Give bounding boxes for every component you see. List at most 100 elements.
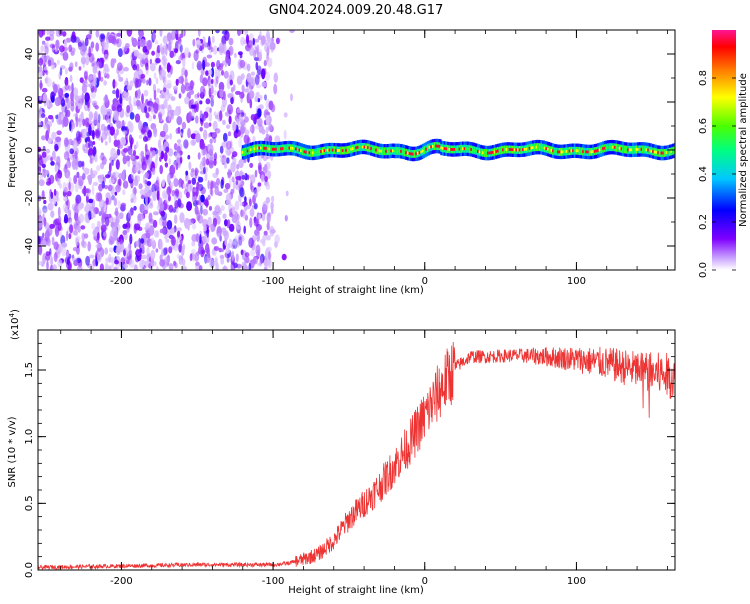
spectrogram-noise-cell bbox=[226, 140, 232, 150]
spectrogram-noise-cell bbox=[45, 232, 49, 239]
spectrogram-noise-cell bbox=[179, 150, 183, 157]
spectrogram-signal-cell bbox=[488, 151, 492, 155]
colorbar-ticks: 0.0 0.2 0.4 0.6 0.8 bbox=[698, 70, 736, 278]
spectrogram-noise-cell bbox=[153, 89, 157, 101]
spectrogram-noise-cell bbox=[230, 161, 236, 173]
spectrogram-noise-cell bbox=[190, 170, 195, 178]
spectrogram-noise-cell bbox=[68, 181, 71, 191]
spectrogram-noise-cell bbox=[253, 202, 258, 210]
spectrogram-noise-cell bbox=[176, 116, 183, 126]
spectrogram-noise-cell bbox=[170, 181, 174, 190]
spectrogram-noise-cell bbox=[40, 113, 46, 118]
spectrogram-noise-cell bbox=[123, 147, 128, 153]
spectrogram-noise-cell bbox=[89, 75, 95, 81]
spectrogram-noise-cell bbox=[167, 104, 172, 113]
spectrogram-signal-cell bbox=[376, 149, 380, 152]
spectrogram-signal-cell bbox=[475, 149, 479, 153]
spectrogram-noise-cell bbox=[47, 238, 51, 247]
spectrogram-signal-cell bbox=[425, 147, 429, 151]
spectrogram-noise-cell bbox=[264, 43, 270, 53]
spectrogram-noise-cell bbox=[72, 159, 76, 170]
spectrogram-noise-cell bbox=[199, 100, 203, 105]
spectrogram-signal-cell bbox=[480, 150, 484, 154]
spectrogram-signal-cell bbox=[477, 150, 480, 153]
spectrogram-noise-cell bbox=[43, 66, 48, 71]
spectrogram-noise-cell bbox=[212, 172, 219, 178]
spectrogram-noise-cell bbox=[162, 74, 167, 85]
spectrogram-noise-cell bbox=[233, 184, 237, 190]
spectrogram-noise-cell bbox=[103, 49, 109, 60]
spectrogram-noise-cell bbox=[114, 207, 119, 217]
colorbar-tick-label: 0.6 bbox=[698, 118, 709, 134]
spectrogram-noise-cell bbox=[209, 156, 214, 163]
spectrogram-noise-cell bbox=[222, 213, 227, 219]
spectrogram-noise-cell bbox=[176, 139, 182, 144]
spectrogram-signal-cell bbox=[295, 147, 299, 151]
spectrogram-signal-cell bbox=[371, 147, 375, 151]
spectrogram-noise-cell bbox=[89, 254, 95, 259]
spectrogram-noise-cell bbox=[166, 79, 172, 90]
spectrogram-noise-cell bbox=[129, 220, 132, 230]
spectrogram-noise-cell bbox=[212, 217, 218, 227]
spectrogram-noise-cell bbox=[209, 107, 212, 114]
x-tick-label: -100 bbox=[262, 576, 285, 587]
spectrogram-noise-cell bbox=[238, 236, 243, 246]
spectrogram-noise-cell bbox=[203, 122, 210, 129]
spectrogram-noise-cell bbox=[178, 191, 183, 200]
spectrogram-noise-cell bbox=[232, 121, 237, 132]
spectrogram-signal-cell bbox=[672, 149, 675, 153]
spectrogram-noise-cell bbox=[249, 198, 252, 207]
spectrogram-noise-cell bbox=[185, 191, 190, 199]
spectrogram-noise-cell bbox=[176, 227, 183, 232]
spectrogram-noise-cell bbox=[258, 153, 262, 163]
spectrogram-noise-cell bbox=[38, 166, 41, 172]
spectrogram-signal-cell bbox=[263, 146, 267, 150]
spectrogram-signal-cell bbox=[587, 150, 591, 154]
spectrogram-noise-cell bbox=[92, 130, 95, 140]
spectrogram-noise-cell bbox=[225, 193, 232, 203]
spectrogram-noise-cell bbox=[100, 224, 107, 233]
spectrogram-noise-cell bbox=[217, 65, 223, 71]
spectrogram-noise-cell bbox=[168, 41, 172, 53]
spectrogram-noise-cell bbox=[225, 247, 230, 254]
spectrogram-noise-cell bbox=[93, 116, 99, 125]
spectrogram-noise-cell bbox=[198, 30, 201, 37]
spectrogram-noise-cell bbox=[252, 37, 255, 46]
spectrogram-noise-cell bbox=[142, 209, 149, 215]
spectrogram-noise-cell bbox=[140, 150, 144, 158]
spectrogram-noise-cell bbox=[156, 265, 159, 270]
spectrogram-noise-cell bbox=[77, 225, 81, 233]
spectrogram-noise-cell bbox=[220, 157, 227, 164]
spectrogram-noise-cell bbox=[78, 66, 82, 71]
spectrogram-signal-cell bbox=[478, 150, 482, 154]
spectrogram-noise-cell bbox=[57, 177, 61, 186]
spectrogram-noise-cell bbox=[59, 45, 65, 53]
spectrogram-noise-cell bbox=[103, 126, 108, 132]
spectrogram-noise-cell bbox=[248, 262, 252, 270]
spectrogram-noise-cell bbox=[207, 180, 210, 190]
spectrogram-noise-cell bbox=[88, 117, 92, 123]
spectrogram-signal-cell bbox=[313, 151, 317, 155]
spectrogram-noise-cell bbox=[178, 76, 185, 84]
spectrogram-noise-cell bbox=[42, 145, 46, 151]
spectrogram-noise-cell bbox=[235, 176, 241, 181]
spectrogram-signal-cell bbox=[607, 146, 611, 149]
spectrogram-noise-cell bbox=[213, 45, 218, 55]
spectrogram-noise-cell bbox=[48, 102, 53, 108]
spectrogram-noise-cell bbox=[178, 183, 182, 188]
spectrogram-signal-cell bbox=[537, 145, 540, 149]
spectrogram-noise-cell bbox=[244, 196, 247, 203]
spectrogram-noise-cell bbox=[41, 87, 48, 93]
spectrogram-noise-cell bbox=[61, 31, 67, 37]
spectrogram-noise-cell bbox=[159, 164, 163, 175]
spectrogram-noise-cell bbox=[256, 224, 262, 231]
spectrogram-noise-cell bbox=[163, 247, 168, 256]
spectrogram-noise-cell bbox=[246, 174, 250, 181]
spectrogram-noise-cell bbox=[132, 194, 137, 204]
spectrogram-noise-cell bbox=[158, 113, 162, 122]
y-tick-label: 40 bbox=[24, 48, 35, 61]
spectrogram-noise-cell bbox=[46, 30, 50, 36]
spectrogram-noise-cell bbox=[192, 252, 196, 263]
spectrogram-signal-cell bbox=[637, 148, 641, 151]
spectrogram-noise-cell bbox=[142, 136, 149, 142]
